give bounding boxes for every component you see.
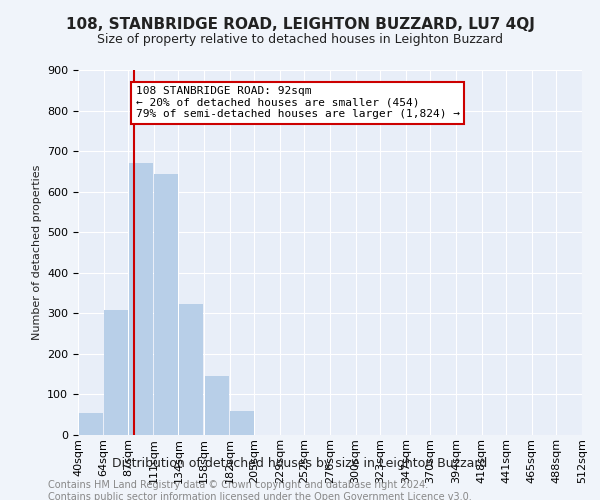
Bar: [154, 174, 178, 435]
Text: Contains HM Land Registry data © Crown copyright and database right 2024.
Contai: Contains HM Land Registry data © Crown c…: [48, 480, 472, 500]
Text: Size of property relative to detached houses in Leighton Buzzard: Size of property relative to detached ho…: [97, 32, 503, 46]
Text: 108 STANBRIDGE ROAD: 92sqm
← 20% of detached houses are smaller (454)
79% of sem: 108 STANBRIDGE ROAD: 92sqm ← 20% of deta…: [136, 86, 460, 120]
Bar: [205, 376, 229, 435]
Bar: [79, 412, 103, 435]
Bar: [230, 410, 254, 435]
Bar: [129, 164, 153, 435]
Y-axis label: Number of detached properties: Number of detached properties: [32, 165, 41, 340]
Bar: [179, 304, 203, 435]
Text: Distribution of detached houses by size in Leighton Buzzard: Distribution of detached houses by size …: [112, 458, 488, 470]
Bar: [104, 310, 128, 435]
Text: 108, STANBRIDGE ROAD, LEIGHTON BUZZARD, LU7 4QJ: 108, STANBRIDGE ROAD, LEIGHTON BUZZARD, …: [65, 18, 535, 32]
